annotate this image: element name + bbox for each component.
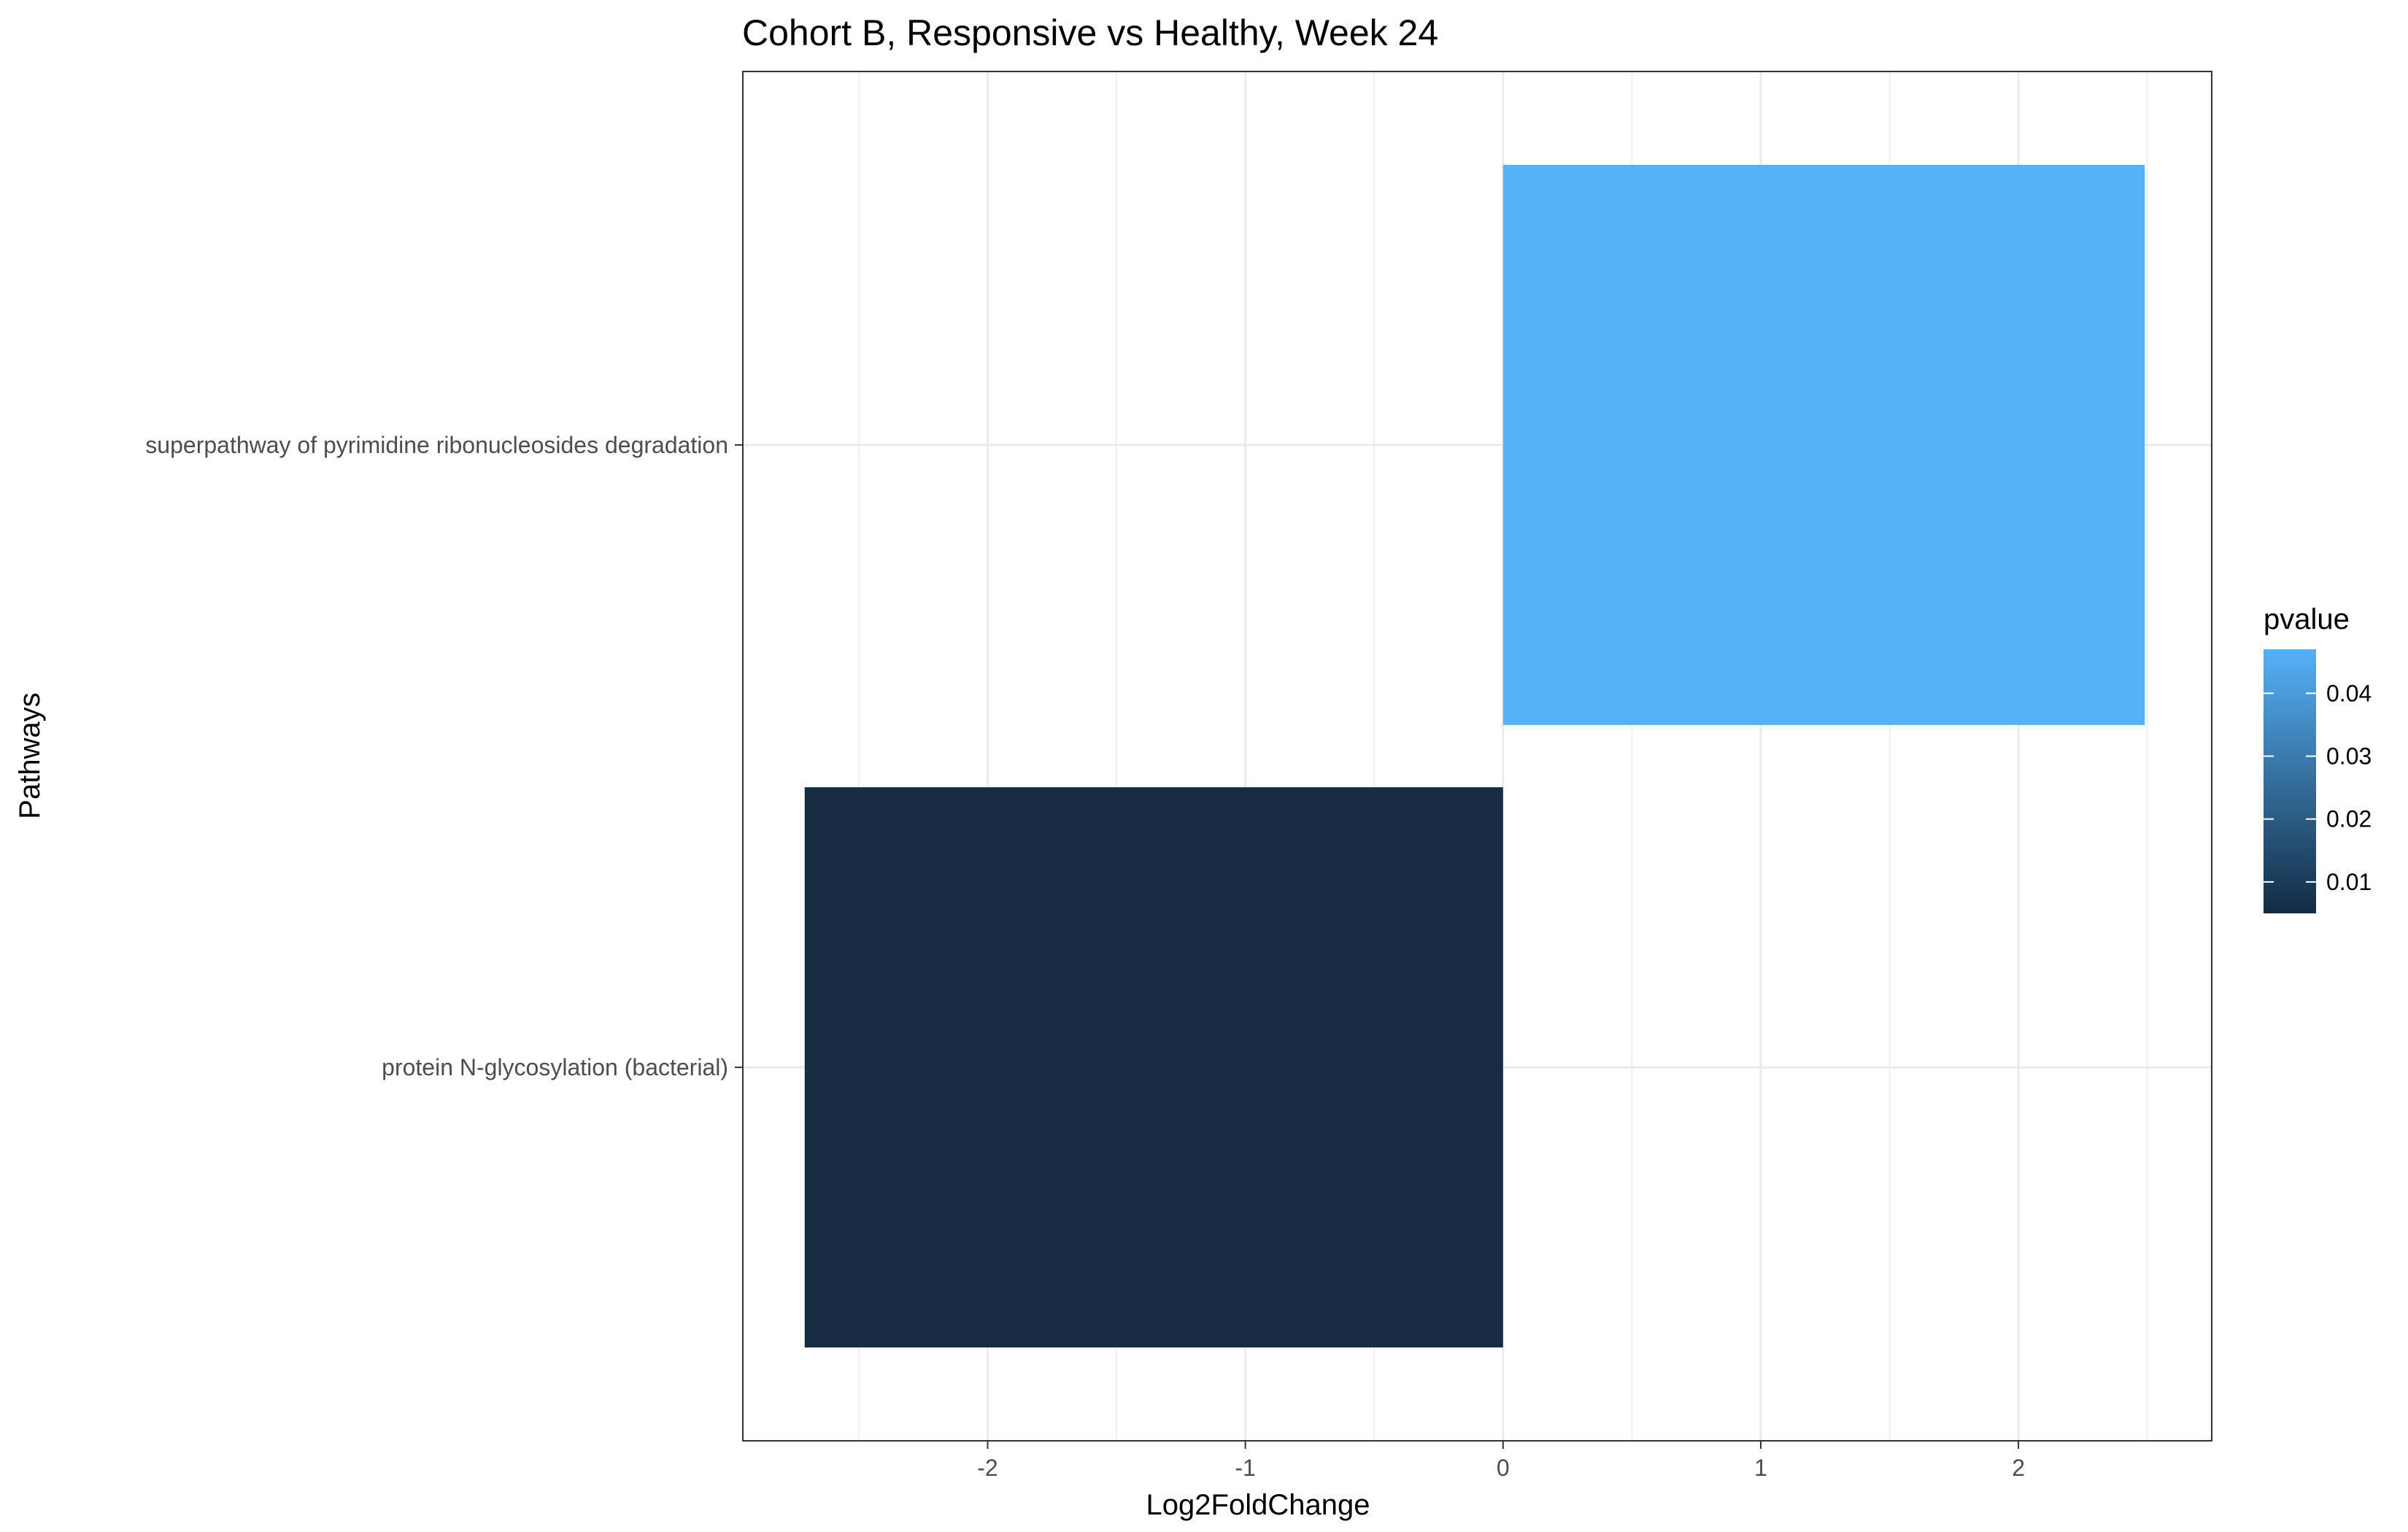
bars: [804, 164, 2145, 1348]
y-tick-label: protein N-glycosylation (bacterial): [382, 1054, 728, 1080]
chart-title: Cohort B, Responsive vs Healthy, Week 24: [742, 12, 1438, 53]
x-axis: -2 -1 0 1 2: [977, 1441, 2025, 1481]
plot-panel: [742, 71, 2212, 1442]
x-tick-label: 1: [1754, 1455, 1767, 1481]
legend-title: pvalue: [2264, 603, 2350, 635]
x-tick-label: 2: [2012, 1455, 2025, 1481]
legend: pvalue 0.01 0.02 0.03 0.04: [2264, 603, 2372, 913]
bar: [1502, 164, 2145, 725]
y-axis: superpathway of pyrimidine ribonucleosid…: [145, 432, 743, 1080]
legend-colorbar: [2264, 649, 2316, 913]
y-axis-title: Pathways: [14, 692, 46, 819]
x-axis-title: Log2FoldChange: [1146, 1489, 1370, 1521]
legend-tick-label: 0.04: [2326, 680, 2372, 706]
x-tick-label: -1: [1235, 1455, 1255, 1481]
x-tick-label: 0: [1497, 1455, 1510, 1481]
panel-border: [742, 71, 2212, 1442]
legend-tick-label: 0.02: [2326, 806, 2372, 832]
legend-tick-label: 0.01: [2326, 869, 2372, 895]
legend-tick-label: 0.03: [2326, 743, 2372, 770]
bar: [804, 787, 1503, 1348]
x-tick-label: -2: [977, 1455, 997, 1481]
legend-ticks: 0.01 0.02 0.03 0.04: [2264, 680, 2372, 895]
y-tick-label: superpathway of pyrimidine ribonucleosid…: [145, 432, 728, 458]
